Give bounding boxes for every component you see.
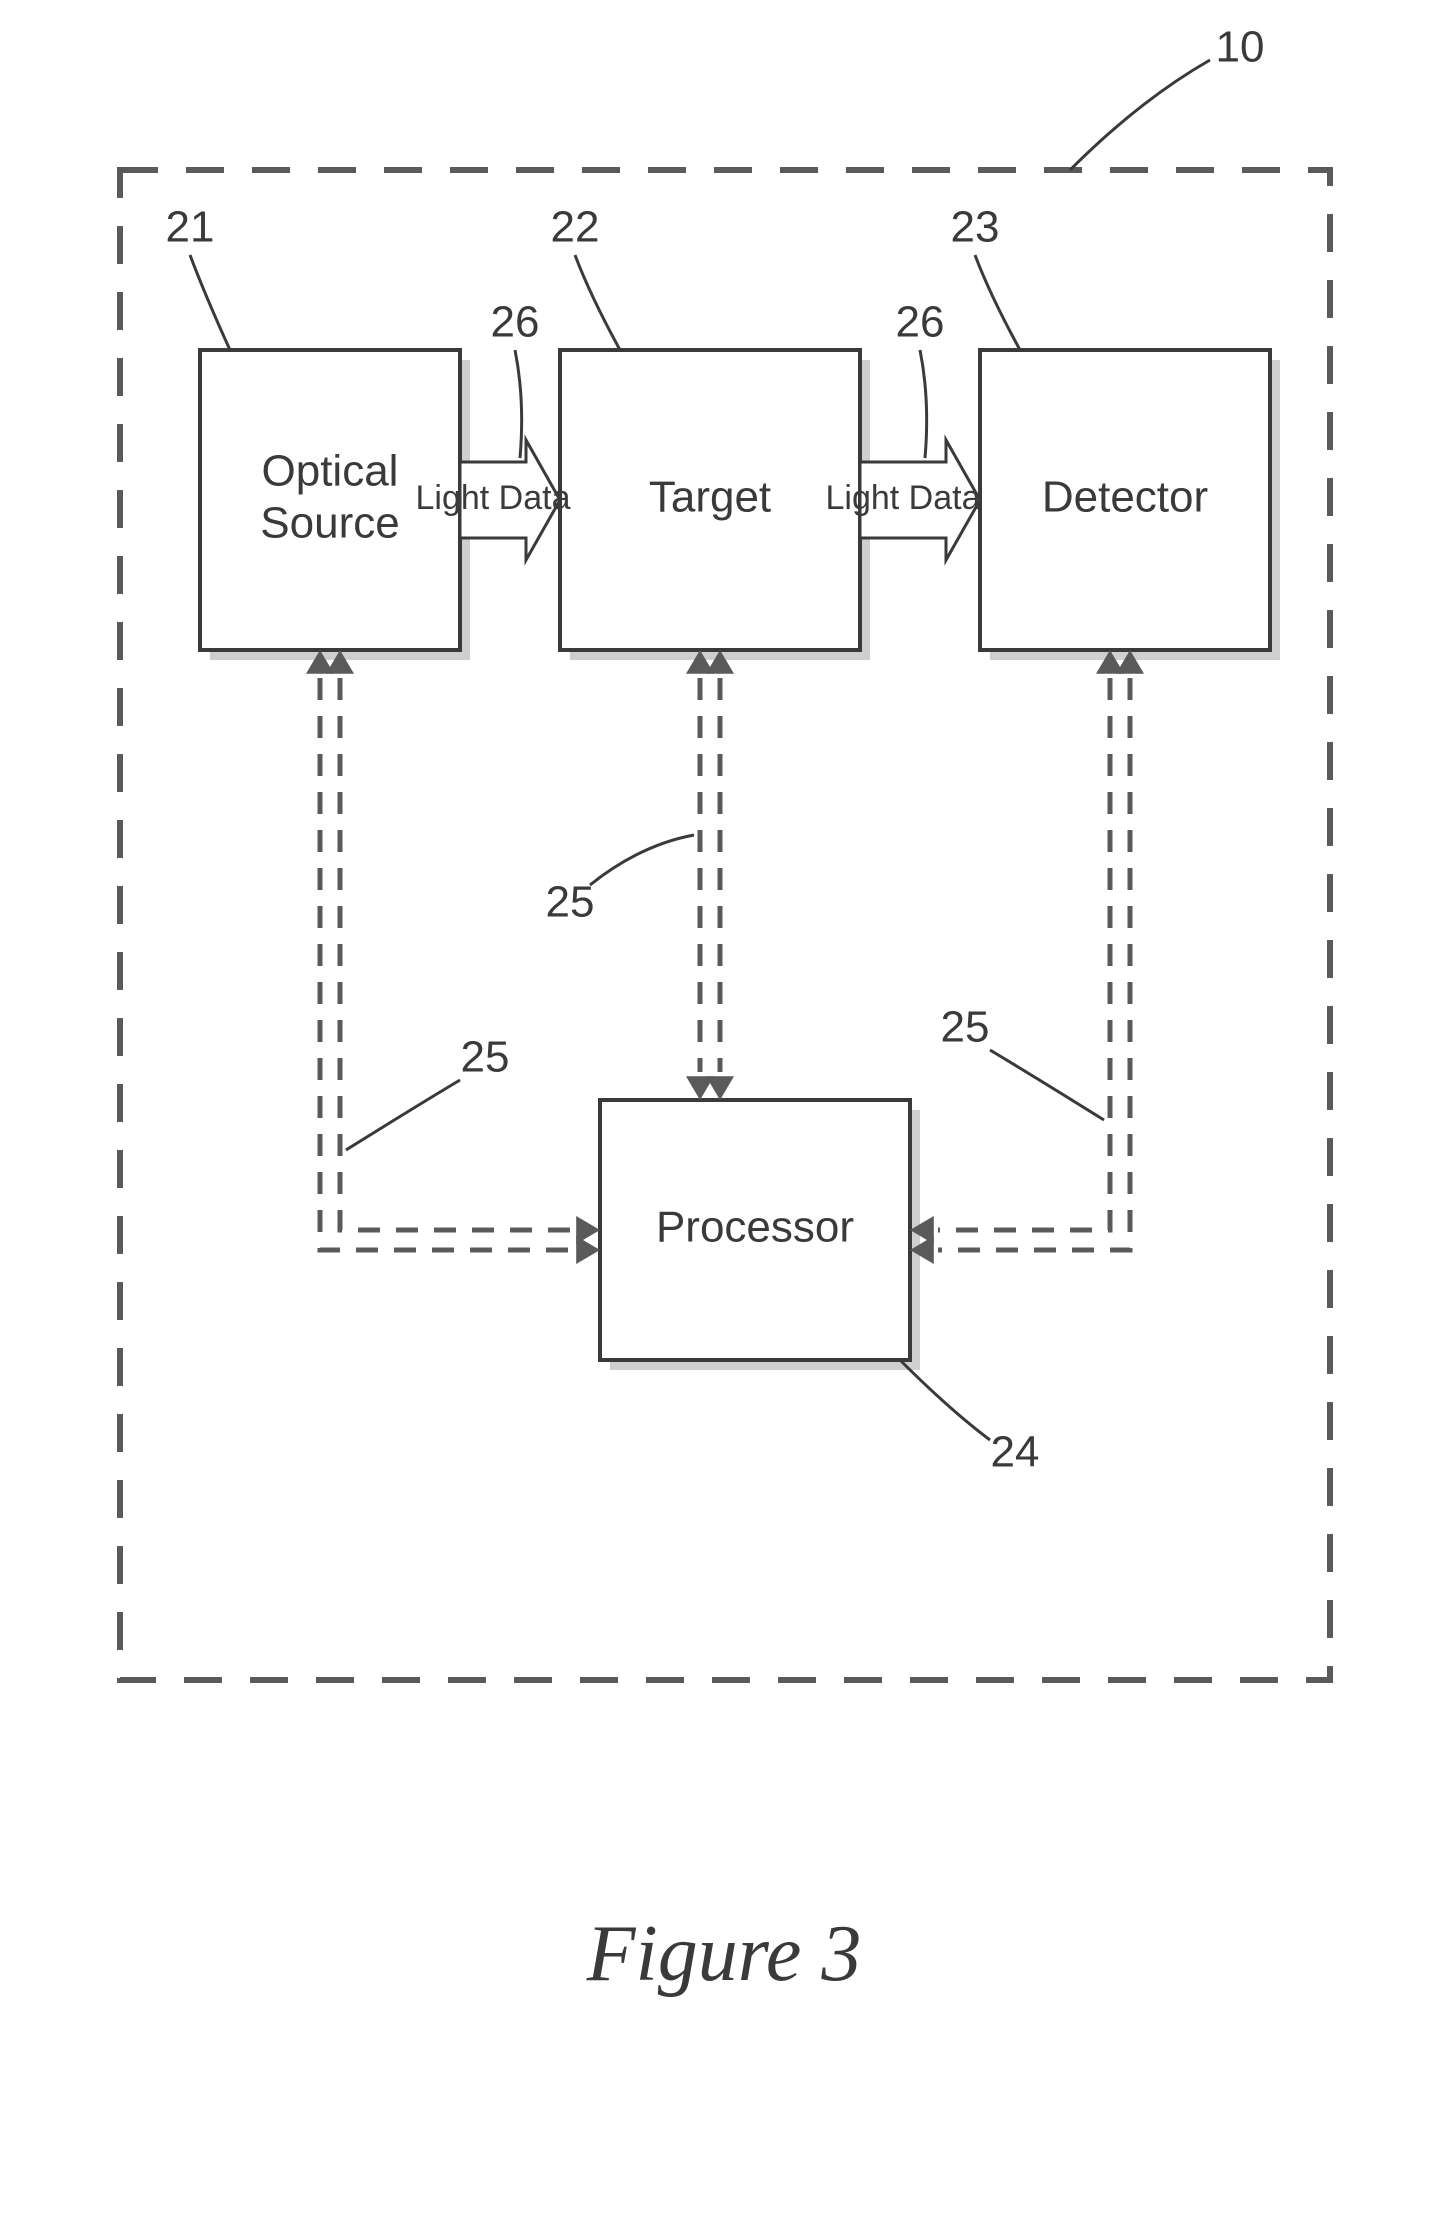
leader-24 — [900, 1360, 990, 1440]
leader-25-right — [990, 1050, 1104, 1120]
ref-23: 23 — [951, 203, 1000, 252]
ref-21: 21 — [166, 203, 215, 252]
ref-25-right: 25 — [941, 1003, 990, 1052]
link-left-a — [320, 678, 572, 1250]
leader-21 — [190, 255, 230, 350]
ref-24: 24 — [991, 1428, 1040, 1477]
light-data-label-right: Light Data — [826, 479, 981, 517]
leader-23 — [975, 255, 1020, 350]
optical-source-label-2: Source — [260, 499, 399, 548]
optical-source-label-1: Optical — [262, 447, 399, 496]
ref-26-left: 26 — [491, 298, 540, 347]
processor-label: Processor — [656, 1203, 854, 1252]
ref-25-left: 25 — [461, 1033, 510, 1082]
leader-system — [1070, 60, 1210, 170]
detector-label: Detector — [1042, 473, 1208, 522]
ref-system: 10 — [1216, 23, 1265, 72]
leader-25-center — [590, 835, 694, 885]
arrowhead — [706, 1076, 734, 1100]
link-left-b — [340, 678, 572, 1230]
leader-22 — [575, 255, 620, 350]
link-right-a — [938, 678, 1110, 1230]
arrowhead — [576, 1236, 600, 1264]
light-data-label-left: Light Data — [416, 479, 571, 517]
figure-caption: Figure 3 — [586, 1910, 862, 1998]
link-right-b — [938, 678, 1130, 1250]
leader-26-right — [920, 350, 927, 458]
ref-25-center: 25 — [546, 878, 595, 927]
target-label: Target — [649, 473, 771, 522]
ref-22: 22 — [551, 203, 600, 252]
leader-26-left — [515, 350, 522, 458]
ref-26-right: 26 — [896, 298, 945, 347]
leader-25-left — [346, 1080, 460, 1150]
